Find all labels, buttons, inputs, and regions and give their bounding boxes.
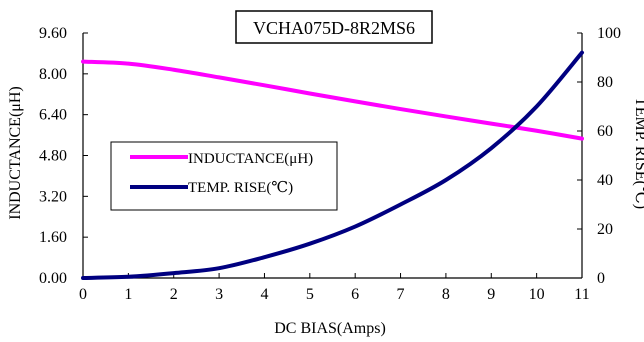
legend-box [110,141,338,211]
x-tick-label: 1 [124,286,132,303]
y-right-tick-label: 80 [597,74,613,91]
legend-label-inductance: INDUCTANCE(μH) [188,151,313,167]
y-right-tick-label: 60 [597,123,613,140]
y-left-tick-label: 8.00 [39,66,67,83]
y-left-tick-label: 0.00 [39,270,67,287]
y-left-tick-label: 9.60 [39,25,67,42]
x-tick-label: 8 [442,286,450,303]
x-tick-label: 9 [487,286,495,303]
x-tick-label: 0 [79,286,87,303]
y-right-tick-label: 40 [597,172,613,189]
y-left-tick-label: 6.40 [39,107,67,124]
series-line-inductance [81,59,584,141]
x-tick-label: 5 [306,286,314,303]
x-tick-label: 10 [529,286,545,303]
series [81,50,584,280]
ticks: 0 1 2 3 4 5 6 7 8 9 10 11 0.00 1.60 3.20 4.80 6.40 8.00 9.… [39,25,621,303]
y-axis-left-label: INDUCTANCE(μH) [7,86,24,220]
x-tick-label: 3 [215,286,223,303]
chart-title: VCHA075D-8R2MS6 [253,18,415,38]
y-axis-right-label: TEMP. RISE(℃) [632,97,644,209]
x-axis-label: DC BIAS(Amps) [274,320,386,337]
y-left-tick-label: 1.60 [39,229,67,246]
legend: INDUCTANCE(μH) TEMP. RISE(℃) [110,141,338,211]
x-tick-label: 7 [397,286,405,303]
x-tick-label: 2 [170,286,178,303]
x-tick-label: 11 [574,286,589,303]
y-left-tick-label: 3.20 [39,188,67,205]
y-left-tick-label: 4.80 [39,148,67,165]
legend-label-temp-rise: TEMP. RISE(℃) [188,180,293,196]
y-right-tick-label: 0 [597,270,605,287]
y-right-tick-label: 100 [597,25,621,42]
series-line-temp-rise [81,50,584,280]
y-right-tick-label: 20 [597,221,613,238]
chart-title-box [235,10,433,44]
x-tick-label: 4 [260,286,268,303]
x-tick-label: 6 [351,286,359,303]
